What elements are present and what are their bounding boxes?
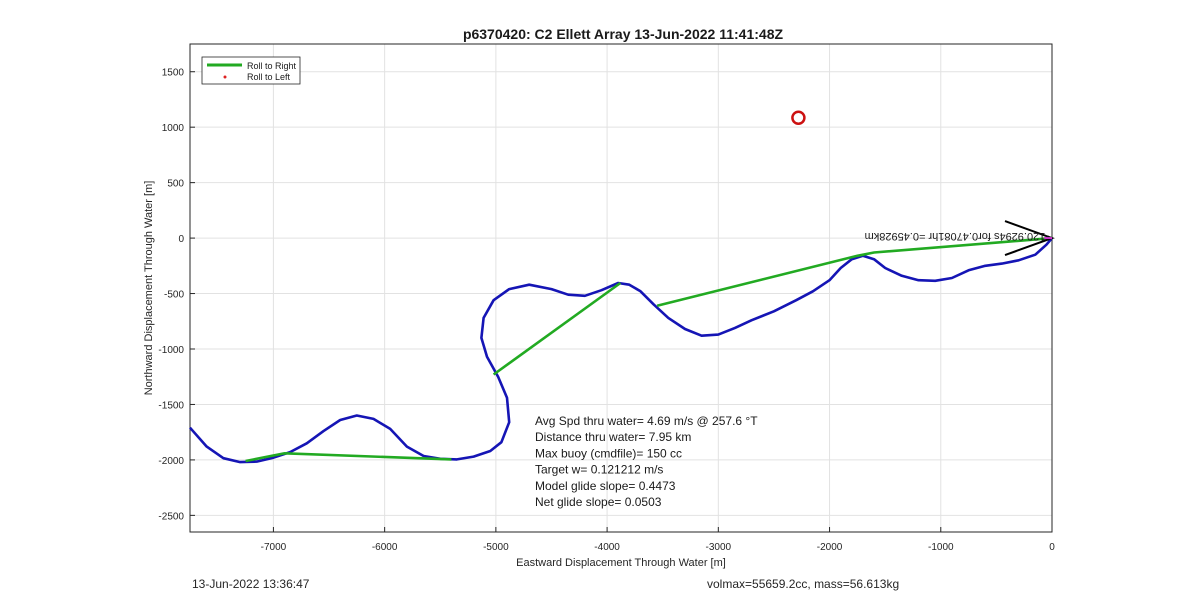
track-line (189, 237, 1053, 464)
y-axis-label: Northward Displacement Through Water [m] (143, 181, 155, 396)
y-tick-label: 0 (178, 234, 184, 245)
roll-right-segment (492, 281, 622, 376)
target-circle-marker (791, 110, 806, 126)
x-tick-label: -6000 (372, 542, 398, 553)
x-axis: -7000 -6000 -5000 -4000 -3000 -2000 -1000 0 (261, 527, 1055, 553)
annotation-line: Avg Spd thru water= 4.69 m/s @ 257.6 °T (535, 414, 758, 428)
x-tick-label: -4000 (594, 542, 620, 553)
x-tick-label: -1000 (928, 542, 954, 553)
annotation-line: Max buoy (cmdfile)= 150 cc (535, 446, 682, 460)
y-tick-label: -2500 (158, 511, 184, 522)
legend: Roll to Right Roll to Left (201, 56, 301, 85)
y-tick-label: 1000 (162, 123, 185, 134)
roll-right-segment (656, 236, 1053, 307)
y-tick-label: -2000 (158, 456, 184, 467)
x-tick-label: 0 (1049, 542, 1055, 553)
annotation-line: Model glide slope= 0.4473 (535, 479, 676, 493)
annotation-block: Avg Spd thru water= 4.69 m/s @ 257.6 °T D… (535, 414, 758, 509)
y-tick-label: 1500 (162, 68, 185, 79)
legend-label-roll-left: Roll to Left (247, 72, 291, 82)
legend-swatch-roll-left (223, 75, 227, 79)
series-group: -120.9294s for0.47081hr =0.45928km (189, 110, 1055, 464)
y-axis: -2500 -2000 -1500 -1000 -500 0 500 1000 1500 (158, 68, 195, 522)
y-tick-label: 500 (167, 179, 184, 190)
x-tick-label: -2000 (817, 542, 843, 553)
x-tick-label: -3000 (706, 542, 732, 553)
y-tick-label: -1000 (158, 345, 184, 356)
arrow-label: -120.9294s for0.47081hr =0.45928km (865, 230, 1049, 242)
footer-volmax-mass: volmax=55659.2cc, mass=56.613kg (707, 577, 900, 591)
annotation-line: Target w= 0.121212 m/s (535, 463, 663, 477)
x-axis-label: Eastward Displacement Through Water [m] (516, 557, 726, 569)
grid (190, 44, 1053, 532)
legend-box (201, 56, 301, 85)
legend-label-roll-right: Roll to Right (247, 61, 297, 71)
plot-area-frame (189, 43, 1053, 533)
x-tick-label: -7000 (261, 542, 287, 553)
y-tick-label: -1500 (158, 400, 184, 411)
chart-title: p6370420: C2 Ellett Array 13-Jun-2022 11… (463, 26, 784, 42)
y-tick-label: -500 (164, 290, 184, 301)
annotation-line: Net glide slope= 0.0503 (535, 495, 662, 509)
x-tick-label: -5000 (483, 542, 509, 553)
footer-timestamp: 13-Jun-2022 13:36:47 (192, 577, 310, 591)
annotation-line: Distance thru water= 7.95 km (535, 430, 691, 444)
roll-right-segment (245, 451, 452, 463)
